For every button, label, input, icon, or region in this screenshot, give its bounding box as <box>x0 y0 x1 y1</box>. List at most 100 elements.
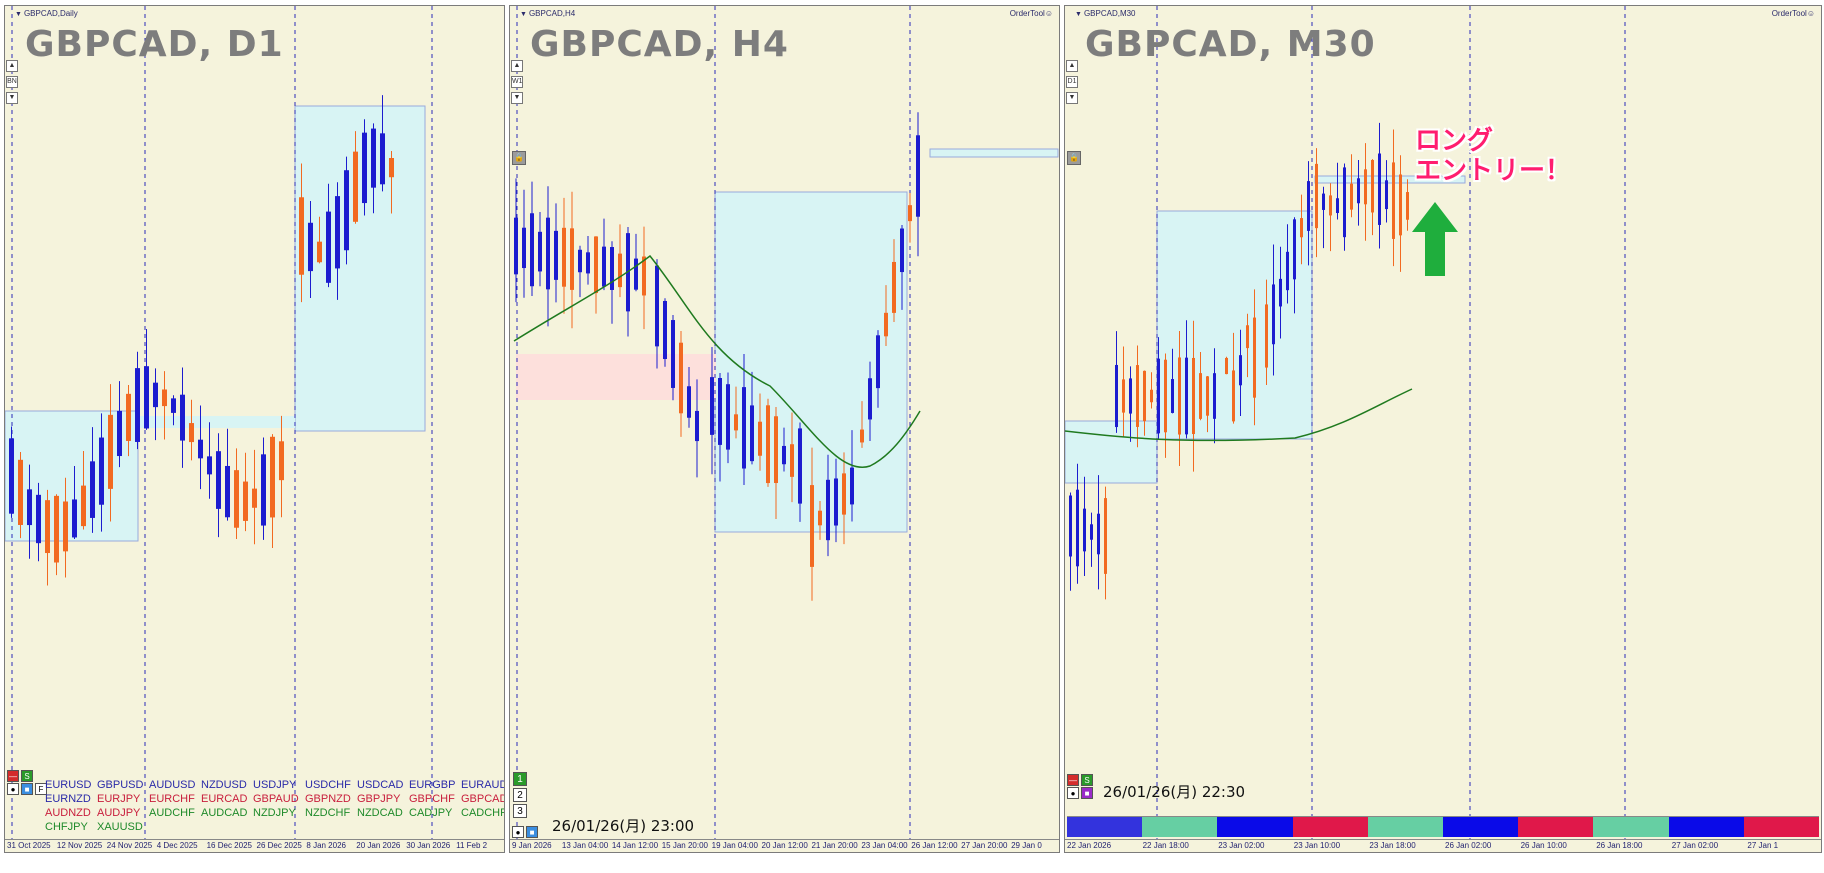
chart-panel-d1[interactable]: ▼ GBPCAD,Daily GBPCAD, D1 ▲ BN ▼ — S ● ■ … <box>4 5 505 853</box>
candle-body <box>554 230 558 280</box>
supply-demand-zone <box>516 354 716 400</box>
symbol-link[interactable]: GBPJPY <box>357 793 401 805</box>
symbol-link[interactable]: EURCAD <box>201 793 248 805</box>
up-arrow-icon <box>1412 202 1458 276</box>
symbol-link[interactable]: AUDJPY <box>97 807 141 819</box>
candle-body <box>750 405 754 462</box>
symbol-link[interactable]: USDCHF <box>305 779 351 791</box>
candle-body <box>842 473 846 515</box>
timeframe-button[interactable]: BN <box>6 76 18 88</box>
symbol-link[interactable]: USDJPY <box>253 779 297 791</box>
number-button-1[interactable]: 1 <box>513 772 527 786</box>
candle-body <box>308 222 313 272</box>
symbol-link[interactable]: GBPAUD <box>253 793 299 805</box>
axis-label: 26 Jan 10:00 <box>1520 841 1567 850</box>
minus-button[interactable]: — <box>1067 774 1079 786</box>
blue-square-icon[interactable]: ■ <box>21 783 33 795</box>
symbol-link[interactable]: GBPNZD <box>305 793 351 805</box>
axis-label: 8 Jan 2026 <box>306 841 346 850</box>
candle-body <box>1232 370 1235 422</box>
bomb-icon[interactable]: ● <box>7 783 19 795</box>
axis-label: 23 Jan 02:00 <box>1218 841 1265 850</box>
candle-body <box>126 393 131 441</box>
candle-body <box>1253 317 1256 398</box>
candle-body <box>63 501 68 552</box>
window-menu-icon[interactable]: ▼ <box>15 11 22 18</box>
purple-square-icon[interactable]: ■ <box>1081 787 1093 799</box>
symbol-link[interactable]: NZDCHF <box>305 807 351 819</box>
scroll-down-button[interactable]: ▼ <box>511 92 523 104</box>
candle-body <box>1378 153 1381 225</box>
candle-body <box>742 387 746 469</box>
symbol-link[interactable]: GBPCAD <box>461 793 505 805</box>
candle-body <box>834 478 838 526</box>
symbol-link[interactable]: XAUUSD <box>97 821 143 833</box>
axis-label: 14 Jan 12:00 <box>611 841 659 850</box>
symbol-link[interactable]: EURCHF <box>149 793 195 805</box>
window-menu-icon[interactable]: ▼ <box>520 11 527 18</box>
symbol-link[interactable]: EURUSD <box>45 779 92 791</box>
axis-label: 22 Jan 2026 <box>1067 841 1112 850</box>
save-button[interactable]: S <box>1081 774 1093 786</box>
ordertool-label[interactable]: OrderTool☺ <box>1009 9 1053 18</box>
symbol-link[interactable]: GBPCHF <box>409 793 455 805</box>
time-axis: 9 Jan 2026 13 Jan 04:00 14 Jan 12:00 15 Jan… <box>510 839 1059 852</box>
symbol-link[interactable]: AUDCAD <box>201 807 248 819</box>
number-button-2[interactable]: 2 <box>513 788 527 802</box>
symbol-link[interactable]: AUDCHF <box>149 807 195 819</box>
axis-label: 24 Nov 2025 <box>106 841 153 850</box>
candle-body <box>586 252 590 274</box>
candle-body <box>1185 357 1188 435</box>
strength-cell <box>1367 817 1444 837</box>
symbol-link[interactable]: CADCHF <box>461 807 505 819</box>
bomb-icon[interactable]: ● <box>512 826 524 838</box>
candle-body <box>850 467 854 505</box>
candle-body <box>1300 218 1303 238</box>
lock-icon[interactable]: 🔒 <box>1067 151 1081 165</box>
window-menu-icon[interactable]: ▼ <box>1075 11 1082 18</box>
candle-body <box>135 368 140 442</box>
candle-body <box>655 265 659 347</box>
candle-body <box>72 499 77 538</box>
symbol-link[interactable]: USDCAD <box>357 779 404 791</box>
candlestick-chart-h4[interactable] <box>510 6 1059 852</box>
symbol-link[interactable]: AUDNZD <box>45 807 91 819</box>
scroll-up-button[interactable]: ▲ <box>6 60 18 72</box>
filter-button[interactable]: F <box>35 783 47 795</box>
symbol-link[interactable]: EURJPY <box>97 793 141 805</box>
axis-label: 31 Oct 2025 <box>7 841 51 850</box>
symbol-link[interactable]: GBPUSD <box>97 779 144 791</box>
candle-body <box>546 217 550 290</box>
symbol-link[interactable]: NZDUSD <box>201 779 247 791</box>
minus-button[interactable]: — <box>7 770 19 782</box>
symbol-link[interactable]: EURNZD <box>45 793 91 805</box>
candle-body <box>710 377 714 435</box>
symbol-link[interactable]: NZDJPY <box>253 807 296 819</box>
ordertool-label[interactable]: OrderTool☺ <box>1771 9 1815 18</box>
symbol-link[interactable]: AUDUSD <box>149 779 196 791</box>
scroll-up-button[interactable]: ▲ <box>1066 60 1078 72</box>
timeframe-button[interactable]: W1 <box>511 76 523 88</box>
symbol-link[interactable]: CHFJPY <box>45 821 88 833</box>
symbol-link[interactable]: EURAUD <box>461 779 505 791</box>
candlestick-chart-m30[interactable] <box>1065 6 1821 852</box>
candle-body <box>774 416 778 484</box>
number-button-3[interactable]: 3 <box>513 804 527 818</box>
candlestick-chart-d1[interactable] <box>5 6 504 852</box>
candle-body <box>642 256 646 296</box>
scroll-up-button[interactable]: ▲ <box>511 60 523 72</box>
scroll-down-button[interactable]: ▼ <box>1066 92 1078 104</box>
candle-body <box>1115 364 1118 428</box>
save-button[interactable]: S <box>21 770 33 782</box>
chart-panel-m30[interactable]: ▼ GBPCAD,M30 OrderTool☺ GBPCAD, M30 ▲ D1 … <box>1064 5 1822 853</box>
scroll-down-button[interactable]: ▼ <box>6 92 18 104</box>
symbol-link[interactable]: CADJPY <box>409 807 453 819</box>
blue-square-icon[interactable]: ■ <box>526 826 538 838</box>
symbol-link[interactable]: NZDCAD <box>357 807 403 819</box>
timeframe-button[interactable]: D1 <box>1066 76 1078 88</box>
symbol-link[interactable]: EURGBP <box>409 779 456 791</box>
window-title: ▼ GBPCAD,Daily <box>15 9 78 18</box>
bomb-icon[interactable]: ● <box>1067 787 1079 799</box>
lock-icon[interactable]: 🔒 <box>512 151 526 165</box>
chart-panel-h4[interactable]: ▼ GBPCAD,H4 OrderTool☺ GBPCAD, H4 ▲ W1 ▼ … <box>509 5 1060 853</box>
